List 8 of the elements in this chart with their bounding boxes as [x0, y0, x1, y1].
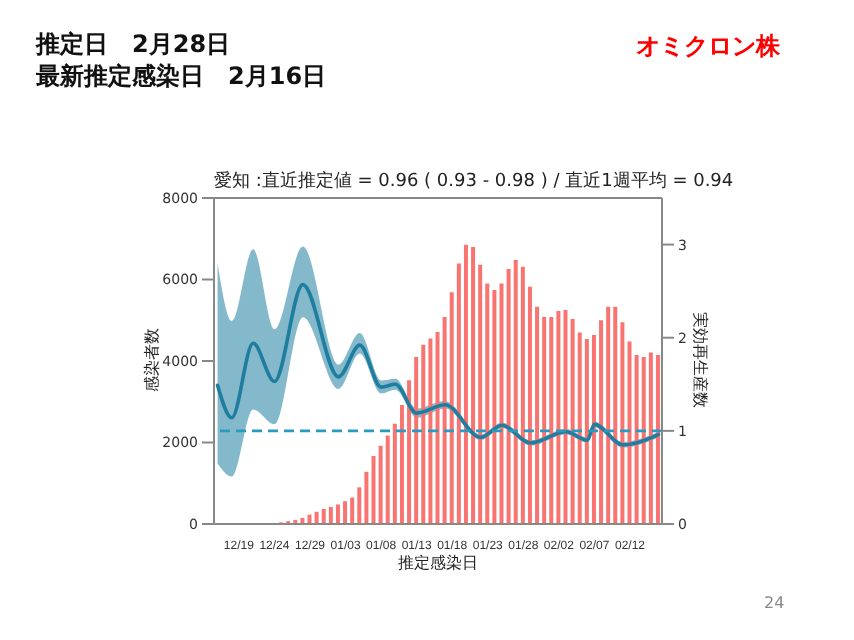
chart-title: 推定日 2月28日	[36, 28, 233, 60]
text: オミクロン株	[636, 30, 780, 64]
text: 愛知 :直近推定値 = 0.96 ( 0.93 - 0.98 ) / 直近1週平均 = 0.94	[214, 169, 734, 194]
chart-subtitle: 最新推定感染日 2月16日	[36, 60, 327, 92]
text: 24	[764, 594, 785, 612]
y2-axis-title: 実効再生産数	[689, 312, 711, 408]
y-axis-title: 感染者数	[141, 328, 163, 392]
x-axis-title: 推定感染日	[396, 552, 480, 574]
